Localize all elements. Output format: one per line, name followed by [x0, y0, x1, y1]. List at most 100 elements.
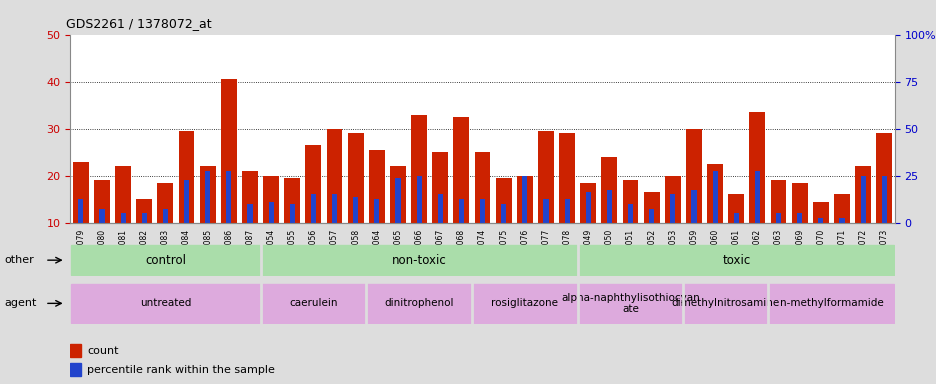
Bar — [683, 284, 766, 323]
Bar — [263, 176, 279, 270]
Bar — [437, 195, 443, 270]
Bar — [578, 284, 681, 323]
Bar — [179, 131, 195, 270]
Bar — [875, 133, 891, 270]
Bar — [73, 162, 89, 270]
Bar — [769, 180, 785, 270]
Bar — [817, 218, 823, 270]
Bar — [691, 190, 695, 270]
Bar — [331, 195, 337, 270]
Bar — [521, 176, 527, 270]
Bar — [70, 344, 80, 357]
Bar — [389, 166, 405, 270]
Bar — [79, 199, 83, 270]
Bar — [643, 192, 659, 270]
Bar — [367, 284, 471, 323]
Bar — [373, 199, 379, 270]
Bar — [649, 209, 653, 270]
Bar — [685, 129, 701, 270]
Bar — [141, 214, 147, 270]
Bar — [411, 114, 427, 270]
Text: agent: agent — [5, 298, 37, 308]
Bar — [791, 183, 807, 270]
Bar — [812, 202, 827, 270]
Bar — [833, 195, 849, 270]
Bar — [137, 199, 152, 270]
Bar — [417, 176, 421, 270]
Bar — [459, 199, 463, 270]
Bar — [453, 117, 469, 270]
Bar — [578, 245, 893, 275]
Text: dimethylnitrosamine: dimethylnitrosamine — [671, 298, 779, 308]
Bar — [163, 209, 168, 270]
Text: percentile rank within the sample: percentile rank within the sample — [87, 365, 275, 375]
Bar — [855, 166, 870, 270]
Bar — [99, 209, 105, 270]
Bar — [327, 129, 343, 270]
Bar — [607, 190, 611, 270]
Bar — [601, 157, 617, 270]
Bar — [241, 171, 257, 270]
Bar — [289, 204, 295, 270]
Bar — [537, 131, 553, 270]
Bar — [665, 176, 680, 270]
Bar — [797, 214, 801, 270]
Bar — [261, 245, 576, 275]
Bar — [70, 363, 80, 376]
Bar — [839, 218, 843, 270]
Bar — [707, 164, 723, 270]
Bar — [94, 180, 110, 270]
Bar — [475, 152, 490, 270]
Bar — [495, 178, 511, 270]
Bar — [479, 199, 485, 270]
Bar — [71, 245, 259, 275]
Bar — [115, 166, 131, 270]
Bar — [247, 204, 253, 270]
Text: count: count — [87, 346, 119, 356]
Text: GDS2261 / 1378072_at: GDS2261 / 1378072_at — [66, 17, 211, 30]
Bar — [775, 214, 781, 270]
Bar — [269, 202, 273, 270]
Bar — [585, 192, 591, 270]
Bar — [221, 79, 237, 270]
Bar — [353, 197, 358, 270]
Text: non-toxic: non-toxic — [391, 254, 446, 266]
Text: caerulein: caerulein — [289, 298, 337, 308]
Bar — [311, 195, 315, 270]
Text: alpha-naphthylisothiocyan
ate: alpha-naphthylisothiocyan ate — [561, 293, 699, 314]
Bar — [564, 199, 569, 270]
Bar — [71, 284, 259, 323]
Bar — [881, 176, 885, 270]
Bar — [749, 112, 765, 270]
Bar — [627, 204, 633, 270]
Bar — [431, 152, 447, 270]
Bar — [305, 145, 321, 270]
Bar — [205, 171, 210, 270]
Bar — [754, 171, 759, 270]
Bar — [183, 180, 189, 270]
Bar — [517, 176, 533, 270]
Bar — [395, 178, 400, 270]
Bar — [284, 178, 300, 270]
Text: dinitrophenol: dinitrophenol — [384, 298, 453, 308]
Bar — [768, 284, 893, 323]
Bar — [579, 183, 595, 270]
Bar — [711, 171, 717, 270]
Bar — [157, 183, 173, 270]
Bar — [559, 133, 575, 270]
Bar — [727, 195, 743, 270]
Text: n-methylformamide: n-methylformamide — [779, 298, 883, 308]
Bar — [227, 171, 231, 270]
Bar — [121, 214, 125, 270]
Bar — [543, 199, 548, 270]
Bar — [199, 166, 215, 270]
Bar — [859, 176, 865, 270]
Bar — [501, 204, 505, 270]
Bar — [622, 180, 637, 270]
Bar — [369, 150, 385, 270]
Bar — [669, 195, 675, 270]
Text: untreated: untreated — [139, 298, 191, 308]
Bar — [347, 133, 363, 270]
Bar — [261, 284, 365, 323]
Text: rosiglitazone: rosiglitazone — [490, 298, 558, 308]
